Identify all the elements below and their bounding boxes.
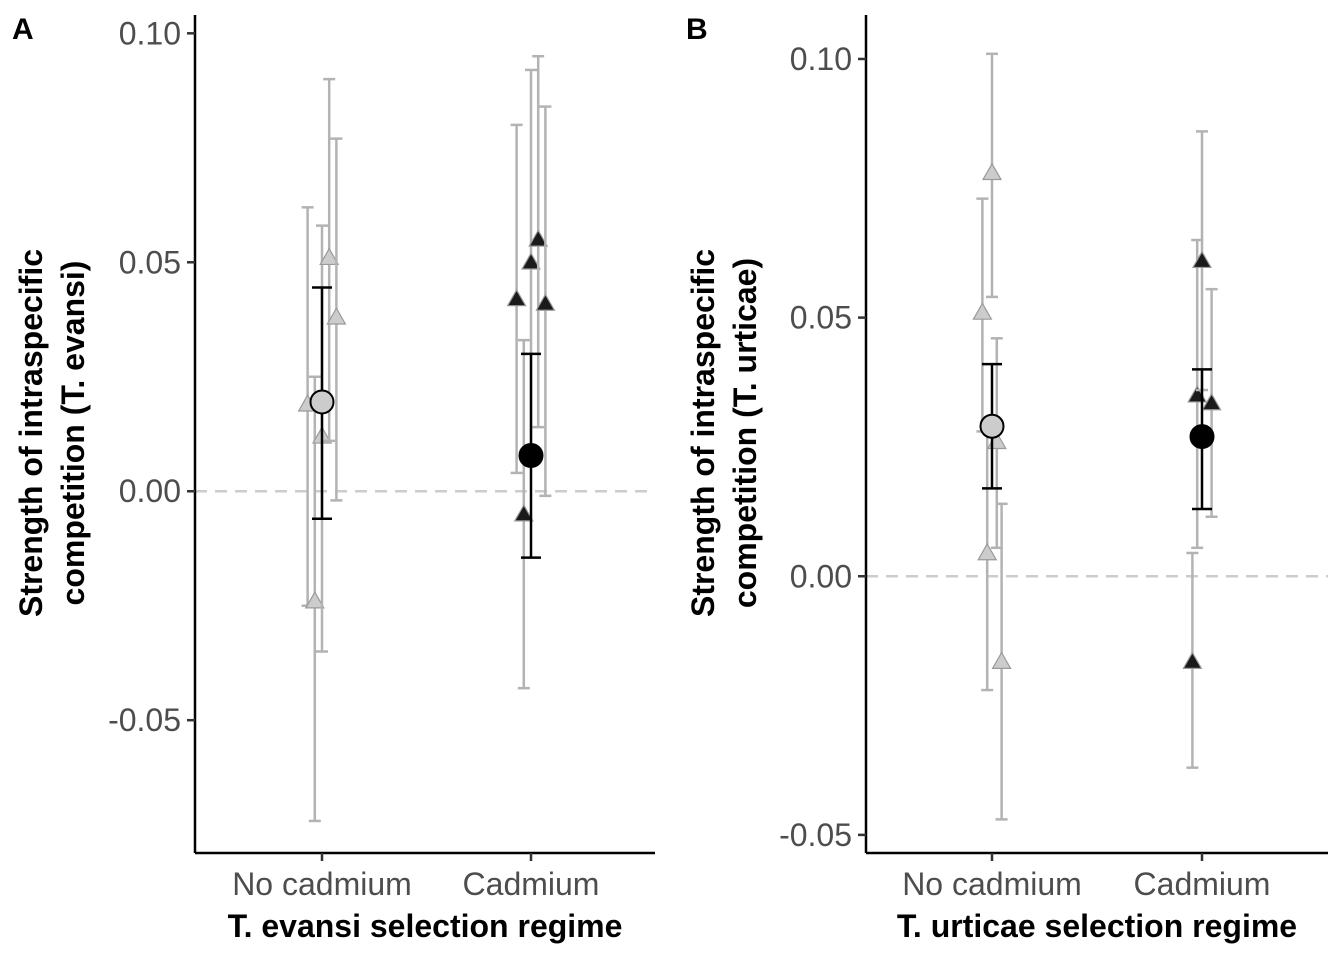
panel-a-ytick-label: 0.00 <box>119 473 181 509</box>
mean-point <box>1189 424 1215 450</box>
panel-a-replicate-cadmium-5 <box>506 123 527 475</box>
panel-b-mean-cadmium <box>1189 368 1215 511</box>
panel-b: B -0.05 0.00 0.05 0.10 No cadmium Cadmium T… <box>685 13 1328 944</box>
panel-a-replicate-cadmium-9 <box>535 105 556 498</box>
panel-b-replicate-no-cadmium-0 <box>972 197 993 433</box>
replicate-triangle-point <box>506 288 527 307</box>
panel-a-plot: -0.05 0.00 0.05 0.10 <box>108 15 655 861</box>
panel-a-replicate-cadmium-6 <box>513 338 534 690</box>
replicate-triangle-point <box>991 651 1012 669</box>
panel-b-replicate-no-cadmium-4 <box>991 502 1012 821</box>
panel-a-y-axis-title-line2: competition (T. evansi) <box>55 261 91 606</box>
panel-a-xtick-no-cadmium: No cadmium <box>232 866 412 902</box>
mean-point <box>518 443 544 469</box>
panel-b-replicate-cadmium-6 <box>1187 238 1208 550</box>
panel-a-replicate-no-cadmium-4 <box>326 137 347 502</box>
panel-a-ytick-label: 0.05 <box>119 244 181 280</box>
panel-b-ytick-label: -0.05 <box>779 817 852 853</box>
replicate-triangle-point <box>319 247 340 266</box>
panel-b-xtick-cadmium: Cadmium <box>1134 866 1271 902</box>
panel-a-ytick-label: -0.05 <box>108 702 181 738</box>
panel-b-xtick-no-cadmium: No cadmium <box>902 866 1082 902</box>
replicate-triangle-point <box>1201 392 1222 411</box>
replicate-triangle-point <box>326 307 347 325</box>
panel-b-mean-no-cadmium <box>979 362 1005 490</box>
panel-a-ytick-label: 0.10 <box>119 15 181 51</box>
panel-a-mean-no-cadmium <box>309 286 335 520</box>
panel-b-ytick-label: 0.05 <box>790 300 852 336</box>
panel-b-y-axis-title-line1: Strength of intraspecific <box>685 249 721 617</box>
panel-b-letter: B <box>686 13 708 46</box>
panel-b-replicate-cadmium-7 <box>1191 130 1213 392</box>
panel-b-replicate-cadmium-5 <box>1182 551 1203 769</box>
replicate-triangle-point <box>1191 250 1213 269</box>
replicate-triangle-point <box>972 302 993 320</box>
panel-a-mean-cadmium <box>518 352 544 559</box>
mean-point <box>309 389 335 415</box>
panel-b-y-axis-title-line2: competition (T. urticae) <box>727 258 763 608</box>
panel-b-replicate-no-cadmium-1 <box>977 419 998 692</box>
panel-b-replicate-cadmium-8 <box>1201 287 1222 519</box>
panel-a: A -0.05 0.00 0.05 0.10 No cadmium Cadmium T… <box>12 13 655 944</box>
panel-b-plot: -0.05 0.00 0.05 0.10 <box>779 15 1328 861</box>
panel-a-replicate-no-cadmium-1 <box>304 375 325 823</box>
panel-a-x-axis-title: T. evansi selection regime <box>228 908 623 944</box>
panel-b-x-axis-title: T. urticae selection regime <box>897 908 1297 944</box>
replicate-triangle-point <box>528 229 549 247</box>
panel-a-replicate-cadmium-8 <box>528 54 549 429</box>
panel-b-replicate-no-cadmium-2 <box>981 52 1003 299</box>
replicate-triangle-point <box>513 503 534 522</box>
replicate-triangle-point <box>535 293 556 311</box>
panel-a-replicate-no-cadmium-3 <box>319 77 340 443</box>
replicate-triangle-point <box>520 252 542 270</box>
panel-b-ytick-label: 0.00 <box>790 558 852 594</box>
panel-b-replicate-no-cadmium-3 <box>986 337 1007 550</box>
panel-a-letter: A <box>12 13 34 46</box>
panel-b-ytick-label: 0.10 <box>790 41 852 77</box>
replicate-triangle-point <box>1182 651 1203 669</box>
panel-a-xtick-cadmium: Cadmium <box>463 866 600 902</box>
replicate-triangle-point <box>977 542 998 561</box>
replicate-triangle-point <box>981 162 1003 181</box>
mean-point <box>979 413 1005 439</box>
replicate-triangle-point <box>1187 384 1208 403</box>
replicate-triangle-point <box>304 590 325 609</box>
panel-a-y-axis-title-line1: Strength of intraspecific <box>13 249 49 617</box>
